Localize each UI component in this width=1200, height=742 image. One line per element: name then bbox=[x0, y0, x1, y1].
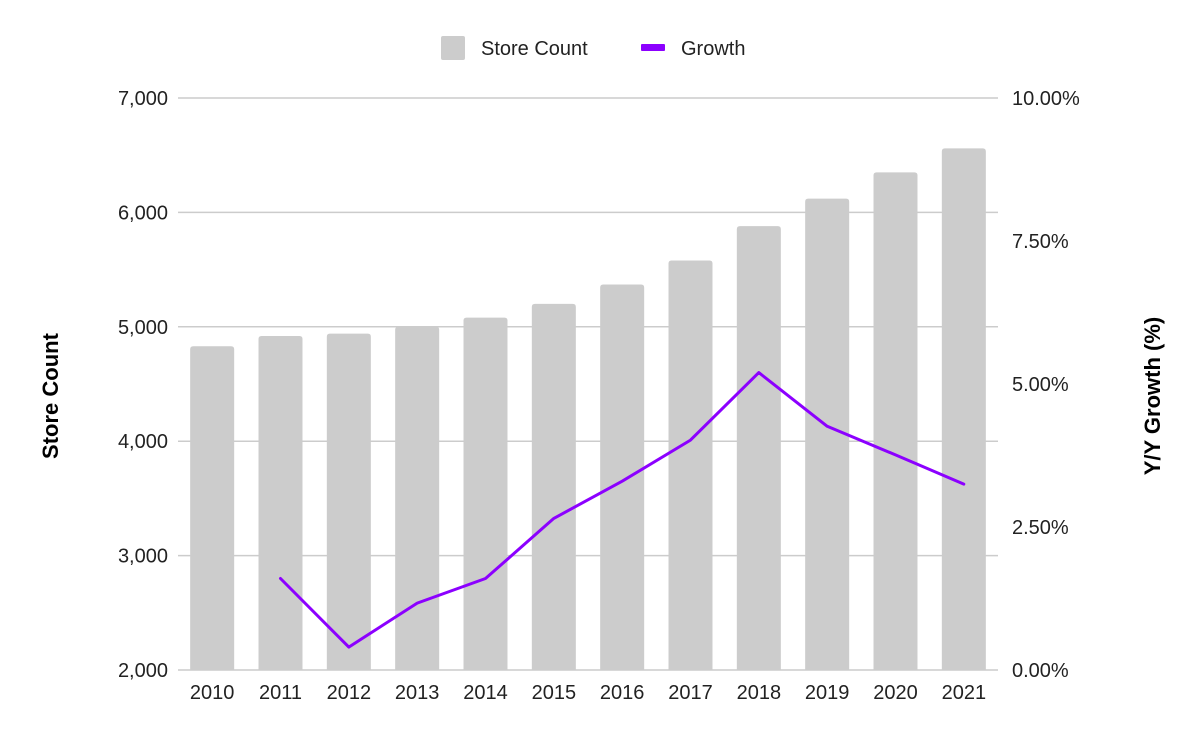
bar-2015 bbox=[531, 303, 576, 670]
right-axis-title: Y/Y Growth (%) bbox=[1140, 317, 1165, 476]
left-axis-title: Store Count bbox=[38, 332, 63, 459]
x-axis-tick-label: 2010 bbox=[190, 682, 235, 704]
bar-2017 bbox=[668, 260, 713, 670]
left-axis-tick-label: 5,000 bbox=[118, 317, 168, 339]
right-axis-tick-label: 7.50% bbox=[1012, 231, 1069, 253]
right-axis-ticks: 0.00% 2.50% 5.00% 7.50% 10.00% bbox=[1012, 88, 1080, 682]
left-axis-ticks: 2,000 3,000 4,000 5,000 6,000 7,000 bbox=[118, 88, 168, 682]
bar-2021 bbox=[941, 148, 986, 670]
x-axis-tick-label: 2021 bbox=[942, 682, 987, 704]
line-series bbox=[279, 371, 966, 649]
x-axis-ticks: 2010 2011 2012 2013 2014 2015 2016 2017 2018 2019… bbox=[190, 682, 986, 704]
bar-2016 bbox=[600, 284, 645, 670]
x-axis-tick-label: 2018 bbox=[737, 682, 782, 704]
left-axis-tick-label: 6,000 bbox=[118, 202, 168, 224]
x-axis-tick-label: 2011 bbox=[259, 682, 302, 704]
left-axis-tick-label: 2,000 bbox=[118, 660, 168, 682]
right-axis-tick-label: 5.00% bbox=[1012, 374, 1069, 396]
right-axis-tick-label: 10.00% bbox=[1012, 88, 1080, 110]
x-axis-tick-label: 2014 bbox=[463, 682, 508, 704]
right-axis-tick-label: 0.00% bbox=[1012, 660, 1069, 682]
legend-label-growth: Growth bbox=[681, 38, 745, 60]
legend-label-store-count: Store Count bbox=[481, 38, 588, 60]
bar-2018 bbox=[736, 226, 781, 671]
x-axis-tick-label: 2012 bbox=[327, 682, 372, 704]
x-axis-tick-label: 2013 bbox=[395, 682, 440, 704]
bar-2011 bbox=[258, 335, 303, 670]
legend-swatch-store-count bbox=[441, 36, 465, 60]
bar-2014 bbox=[463, 317, 508, 670]
bar-2020 bbox=[873, 172, 918, 671]
right-axis-tick-label: 2.50% bbox=[1012, 517, 1069, 539]
x-axis-tick-label: 2019 bbox=[805, 682, 850, 704]
legend: Store Count Growth bbox=[441, 36, 745, 60]
gridlines bbox=[178, 97, 998, 671]
legend-swatch-growth bbox=[641, 44, 665, 51]
x-axis-tick-label: 2020 bbox=[873, 682, 918, 704]
bar-2019 bbox=[805, 198, 850, 670]
bar-2013 bbox=[395, 326, 440, 670]
bar-2010 bbox=[190, 346, 235, 670]
bar-series bbox=[190, 148, 986, 671]
x-axis-tick-label: 2016 bbox=[600, 682, 645, 704]
left-axis-tick-label: 7,000 bbox=[118, 88, 168, 110]
left-axis-tick-label: 3,000 bbox=[118, 546, 168, 568]
x-axis-tick-label: 2017 bbox=[668, 682, 713, 704]
left-axis-tick-label: 4,000 bbox=[118, 431, 168, 453]
x-axis-tick-label: 2015 bbox=[532, 682, 577, 704]
bar-2012 bbox=[326, 333, 371, 670]
